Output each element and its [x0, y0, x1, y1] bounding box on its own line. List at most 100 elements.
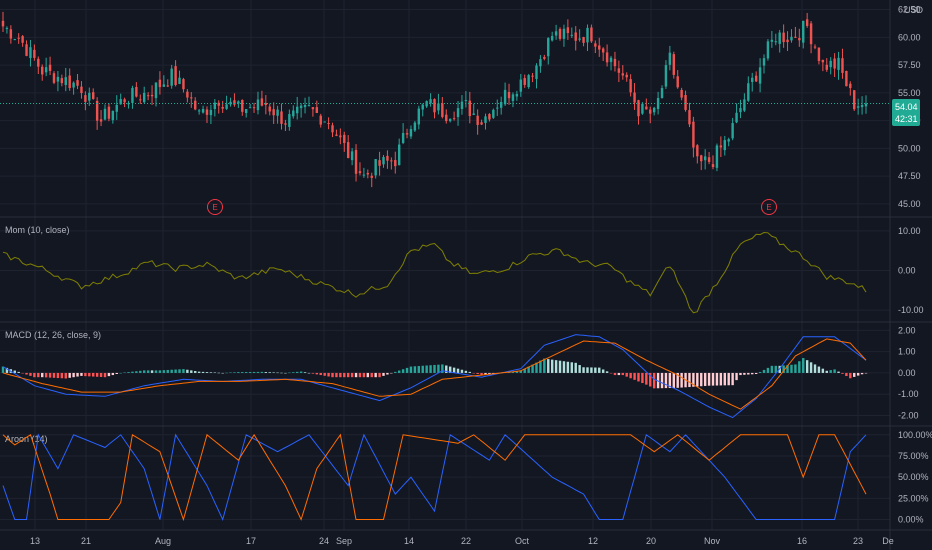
candle-body[interactable] — [99, 119, 103, 122]
candle-body[interactable] — [770, 39, 774, 42]
candle-body[interactable] — [237, 101, 240, 104]
candle-body[interactable] — [292, 110, 295, 117]
candle-body[interactable] — [700, 155, 703, 162]
candle-body[interactable] — [276, 109, 279, 116]
candle-body[interactable] — [833, 58, 836, 69]
candle-body[interactable] — [566, 27, 570, 34]
candle-body[interactable] — [29, 47, 32, 58]
candle-body[interactable] — [150, 94, 154, 97]
candle-body[interactable] — [496, 107, 499, 109]
candle-body[interactable] — [570, 34, 574, 36]
candle-body[interactable] — [558, 28, 562, 39]
candle-body[interactable] — [288, 114, 291, 127]
candle-body[interactable] — [284, 123, 287, 125]
candle-body[interactable] — [821, 59, 825, 63]
candle-body[interactable] — [550, 35, 554, 41]
candle-body[interactable] — [782, 32, 785, 43]
candle-body[interactable] — [492, 109, 495, 118]
candle-body[interactable] — [60, 78, 64, 84]
candle-body[interactable] — [41, 66, 44, 75]
candle-body[interactable] — [76, 80, 79, 86]
candle-body[interactable] — [107, 106, 111, 119]
candle-body[interactable] — [507, 91, 511, 99]
candle-body[interactable] — [637, 100, 640, 117]
candle-body[interactable] — [645, 106, 648, 110]
price-candles[interactable] — [1, 11, 868, 188]
candle-body[interactable] — [672, 54, 675, 75]
candle-body[interactable] — [95, 100, 99, 121]
candle-body[interactable] — [837, 57, 840, 70]
candle-body[interactable] — [845, 70, 848, 87]
candle-body[interactable] — [723, 140, 726, 151]
candle-body[interactable] — [323, 121, 326, 123]
candle-body[interactable] — [64, 77, 67, 86]
candle-body[interactable] — [221, 107, 224, 109]
candle-body[interactable] — [684, 95, 687, 110]
candle-body[interactable] — [390, 160, 393, 162]
time-axis[interactable]: 13 21 Aug 17 24 Sep 14 22 Oct 12 20 Nov 16 23 De — [30, 536, 894, 546]
candle-body[interactable] — [88, 92, 91, 101]
candle-body[interactable] — [103, 108, 107, 120]
candle-body[interactable] — [25, 44, 28, 56]
macd-axis[interactable]: 2.00 1.00 0.00 -1.00 -2.00 — [898, 325, 919, 420]
candle-body[interactable] — [519, 79, 523, 92]
candle-body[interactable] — [170, 68, 173, 86]
candle-body[interactable] — [417, 108, 421, 125]
candle-body[interactable] — [460, 101, 464, 109]
candle-body[interactable] — [241, 99, 244, 112]
candle-body[interactable] — [190, 97, 193, 99]
candle-body[interactable] — [707, 157, 711, 162]
candle-body[interactable] — [711, 164, 715, 168]
candle-body[interactable] — [311, 107, 315, 110]
candle-body[interactable] — [739, 108, 742, 113]
candle-body[interactable] — [343, 134, 346, 144]
candle-body[interactable] — [652, 107, 656, 113]
candle-body[interactable] — [154, 82, 158, 99]
candle-body[interactable] — [594, 43, 597, 47]
candle-body[interactable] — [562, 28, 566, 39]
candle-body[interactable] — [539, 59, 542, 67]
candle-body[interactable] — [260, 98, 264, 106]
candle-body[interactable] — [327, 123, 330, 125]
candle-body[interactable] — [339, 135, 342, 138]
candle-body[interactable] — [299, 105, 303, 109]
candle-body[interactable] — [617, 68, 621, 73]
candle-body[interactable] — [798, 38, 801, 41]
candle-body[interactable] — [531, 75, 534, 77]
candle-body[interactable] — [758, 67, 762, 84]
candle-body[interactable] — [464, 100, 468, 102]
candle-body[interactable] — [554, 31, 558, 36]
candle-body[interactable] — [786, 39, 789, 43]
candle-body[interactable] — [143, 92, 146, 103]
candle-body[interactable] — [213, 102, 217, 110]
candle-body[interactable] — [319, 115, 322, 125]
candle-body[interactable] — [849, 83, 852, 89]
candle-body[interactable] — [860, 104, 864, 108]
candle-body[interactable] — [813, 46, 817, 48]
candle-body[interactable] — [209, 109, 213, 116]
candle-body[interactable] — [802, 20, 805, 43]
candle-body[interactable] — [17, 37, 20, 39]
candle-body[interactable] — [535, 65, 538, 79]
candle-body[interactable] — [233, 100, 236, 105]
candle-body[interactable] — [252, 107, 256, 109]
candle-body[interactable] — [307, 105, 311, 107]
candle-body[interactable] — [543, 57, 546, 59]
candle-body[interactable] — [480, 122, 483, 125]
candle-body[interactable] — [794, 36, 797, 38]
candle-body[interactable] — [660, 88, 664, 99]
candle-body[interactable] — [547, 38, 550, 57]
candle-body[interactable] — [586, 27, 589, 43]
candle-body[interactable] — [166, 85, 169, 87]
candle-body[interactable] — [84, 95, 87, 102]
candle-body[interactable] — [856, 106, 860, 108]
candle-body[interactable] — [362, 174, 366, 176]
candle-body[interactable] — [68, 75, 71, 89]
candle-body[interactable] — [499, 102, 503, 108]
candle-body[interactable] — [386, 155, 389, 161]
candle-body[interactable] — [331, 125, 334, 133]
candle-body[interactable] — [52, 73, 56, 83]
candle-body[interactable] — [864, 103, 868, 107]
candle-body[interactable] — [370, 175, 373, 178]
candle-body[interactable] — [778, 32, 781, 44]
